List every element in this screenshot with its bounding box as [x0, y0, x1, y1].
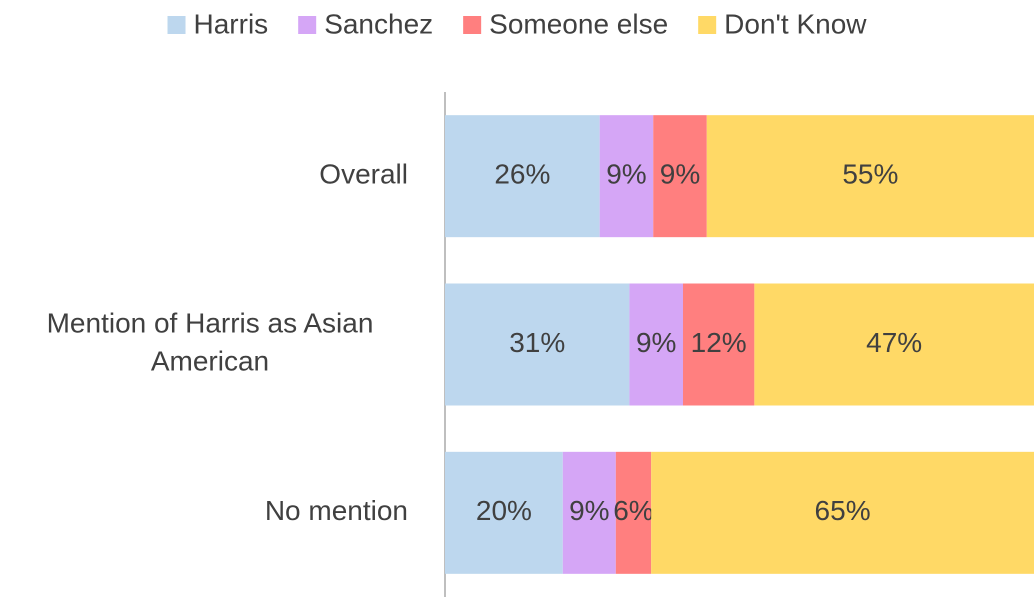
bar-segment	[615, 451, 652, 574]
data-label: 26%	[494, 159, 550, 190]
data-label: 6%	[613, 495, 653, 526]
bar-segment	[445, 115, 600, 238]
bar-segment	[706, 115, 1034, 238]
data-label: 55%	[842, 159, 898, 190]
legend-swatch	[298, 16, 317, 34]
category-label: Overall	[319, 159, 408, 190]
bar-segment	[445, 451, 563, 574]
legend-label: Harris	[194, 8, 269, 39]
data-label: 31%	[509, 327, 565, 358]
data-label: 20%	[476, 495, 532, 526]
data-label: 9%	[606, 159, 646, 190]
bar-segment	[682, 283, 755, 406]
category-label: No mention	[265, 495, 408, 526]
legend-swatch	[698, 16, 717, 34]
bar-segment	[629, 283, 683, 406]
bar-segment	[653, 115, 707, 238]
category-label-line: American	[151, 346, 269, 377]
category-label-line: Mention of Harris as Asian	[47, 308, 374, 339]
bar-segment	[651, 451, 1034, 574]
legend-label: Don't Know	[724, 8, 867, 39]
bar-segment	[599, 115, 654, 238]
data-label: 12%	[691, 327, 747, 358]
data-label: 9%	[660, 159, 700, 190]
category-label: Mention of Harris as Asian American	[47, 308, 374, 377]
bar-segment	[445, 283, 630, 406]
legend-swatch	[463, 16, 482, 34]
legend-label: Sanchez	[324, 8, 433, 39]
legend-label: Someone else	[489, 8, 668, 39]
bar-segment	[754, 283, 1034, 406]
data-label: 9%	[569, 495, 609, 526]
legend-swatch	[167, 16, 186, 34]
data-label: 47%	[866, 327, 922, 358]
bar-segment	[562, 451, 616, 574]
data-label: 9%	[636, 327, 676, 358]
data-label: 65%	[815, 495, 871, 526]
